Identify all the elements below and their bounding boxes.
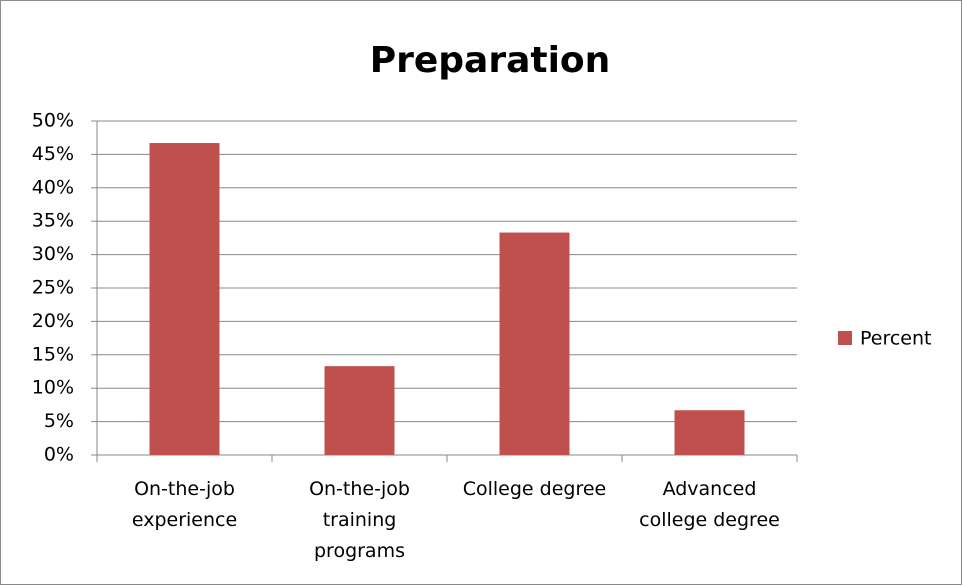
chart-title: Preparation	[370, 40, 611, 81]
x-tick-label: College degree	[462, 478, 607, 500]
bar	[499, 232, 570, 455]
y-tick-label: 5%	[44, 410, 74, 432]
y-tick-label: 20%	[32, 310, 74, 332]
y-tick-label: 25%	[32, 277, 74, 299]
y-tick-label: 15%	[32, 343, 74, 365]
legend-swatch	[838, 331, 852, 345]
bar	[324, 366, 395, 455]
x-tick-label: On-the-job training programs	[309, 478, 410, 562]
y-tick-label: 10%	[32, 377, 74, 399]
legend-label: Percent	[860, 328, 932, 350]
y-tick-label: 45%	[32, 143, 74, 165]
y-tick-label: 35%	[32, 210, 74, 232]
bar	[674, 410, 745, 455]
y-tick-label: 30%	[32, 243, 74, 265]
x-tick-label: Advanced college degree	[639, 478, 780, 531]
y-tick-label: 40%	[32, 176, 74, 198]
bar	[149, 143, 220, 455]
y-tick-label: 50%	[32, 110, 74, 132]
x-tick-label: On-the-job experience	[131, 478, 238, 531]
y-tick-label: 0%	[44, 444, 74, 466]
